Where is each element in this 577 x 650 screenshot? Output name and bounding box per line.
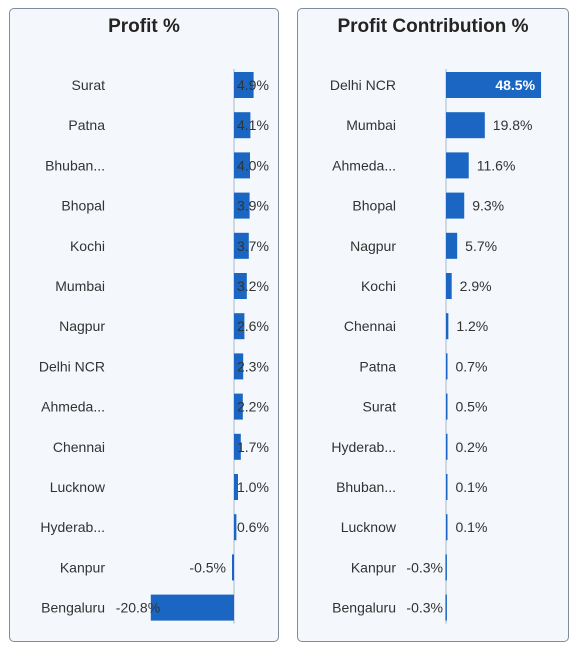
value-label: -20.8%	[116, 600, 160, 616]
category-label: Mumbai	[55, 278, 105, 294]
bar[interactable]	[234, 433, 241, 460]
value-label: 3.7%	[237, 238, 269, 254]
value-label: 4.1%	[237, 117, 269, 133]
category-label: Surat	[72, 77, 106, 93]
value-label: 4.0%	[237, 157, 269, 173]
value-label: 48.5%	[495, 77, 535, 93]
value-label: 0.1%	[456, 519, 488, 535]
value-label: 0.1%	[456, 479, 488, 495]
value-label: 1.7%	[237, 439, 269, 455]
value-label: 2.9%	[460, 278, 492, 294]
bar[interactable]	[446, 313, 449, 340]
bar[interactable]	[232, 554, 234, 581]
bar[interactable]	[446, 514, 448, 541]
profit-percent-panel: Profit % Surat 4.9% Patna 4.1% Bhuban... 4.0%…	[9, 8, 279, 642]
category-label: Lucknow	[341, 519, 397, 535]
bar[interactable]	[234, 232, 249, 259]
value-label: 2.2%	[237, 399, 269, 415]
bar[interactable]	[234, 273, 247, 299]
value-label: 0.5%	[456, 399, 488, 415]
category-label: Hyderab...	[331, 439, 396, 455]
value-label: 11.6%	[477, 157, 516, 173]
category-label: Mumbai	[346, 117, 396, 133]
category-label: Bhuban...	[336, 479, 396, 495]
category-label: Patna	[359, 358, 396, 374]
chart-title: Profit %	[108, 16, 180, 37]
category-label: Kochi	[70, 238, 105, 254]
category-label: Hyderab...	[40, 519, 105, 535]
value-label: 2.6%	[237, 318, 269, 334]
bar[interactable]	[234, 192, 250, 219]
value-label: 1.0%	[237, 479, 269, 495]
category-label: Kochi	[361, 278, 396, 294]
chart-title: Profit Contribution %	[337, 16, 529, 37]
bar[interactable]	[446, 192, 465, 219]
value-label: 2.3%	[237, 358, 269, 374]
bar[interactable]	[150, 594, 234, 621]
value-label: 0.7%	[456, 358, 488, 374]
bar[interactable]	[445, 554, 447, 581]
value-label: 5.7%	[465, 238, 497, 254]
category-label: Kanpur	[60, 559, 105, 575]
value-label: 0.2%	[456, 439, 488, 455]
value-label: 1.2%	[456, 318, 488, 334]
bar[interactable]	[234, 514, 237, 541]
value-label: 0.6%	[237, 519, 269, 535]
bar[interactable]	[446, 474, 448, 500]
bar[interactable]	[446, 152, 469, 179]
bar[interactable]	[234, 353, 244, 380]
category-label: Nagpur	[350, 238, 396, 254]
value-label: 3.9%	[237, 198, 269, 214]
category-label: Delhi NCR	[39, 358, 105, 374]
category-label: Ahmeda...	[41, 399, 105, 415]
bar[interactable]	[234, 112, 251, 139]
bar[interactable]	[446, 273, 452, 299]
profit-contribution-panel: Profit Contribution % Delhi NCR 48.5% Mumb…	[297, 8, 569, 642]
profit-percent-chart: Surat 4.9% Patna 4.1% Bhuban... 4.0% Bhopal 3.9…	[39, 69, 269, 624]
category-label: Delhi NCR	[330, 77, 396, 93]
bar[interactable]	[446, 72, 542, 98]
bar[interactable]	[446, 353, 448, 380]
category-label: Bhopal	[61, 198, 105, 214]
value-label: -0.3%	[406, 559, 443, 575]
category-label: Ahmeda...	[332, 157, 396, 173]
category-label: Surat	[363, 399, 397, 415]
category-label: Bengaluru	[41, 600, 105, 616]
category-label: Lucknow	[50, 479, 106, 495]
category-label: Bhuban...	[45, 157, 105, 173]
bar[interactable]	[446, 433, 448, 460]
category-label: Nagpur	[59, 318, 105, 334]
value-label: -0.5%	[189, 559, 226, 575]
value-label: 3.2%	[237, 278, 269, 294]
category-label: Bengaluru	[332, 600, 396, 616]
value-label: -0.3%	[406, 600, 443, 616]
bar[interactable]	[446, 112, 485, 139]
category-label: Kanpur	[351, 559, 396, 575]
profit-contribution-chart: Delhi NCR 48.5% Mumbai 19.8% Ahmeda... 11.6% B…	[330, 69, 542, 624]
bar[interactable]	[445, 594, 447, 621]
bar[interactable]	[234, 474, 238, 500]
bar[interactable]	[234, 152, 250, 179]
category-label: Chennai	[53, 439, 105, 455]
bar[interactable]	[234, 313, 245, 340]
bar[interactable]	[234, 393, 243, 420]
value-label: 4.9%	[237, 77, 269, 93]
category-label: Bhopal	[352, 198, 396, 214]
bar[interactable]	[446, 393, 448, 420]
value-label: 19.8%	[493, 117, 533, 133]
bar[interactable]	[234, 72, 254, 98]
value-label: 9.3%	[472, 198, 504, 214]
category-label: Patna	[68, 117, 105, 133]
category-label: Chennai	[344, 318, 396, 334]
bar[interactable]	[446, 232, 458, 259]
